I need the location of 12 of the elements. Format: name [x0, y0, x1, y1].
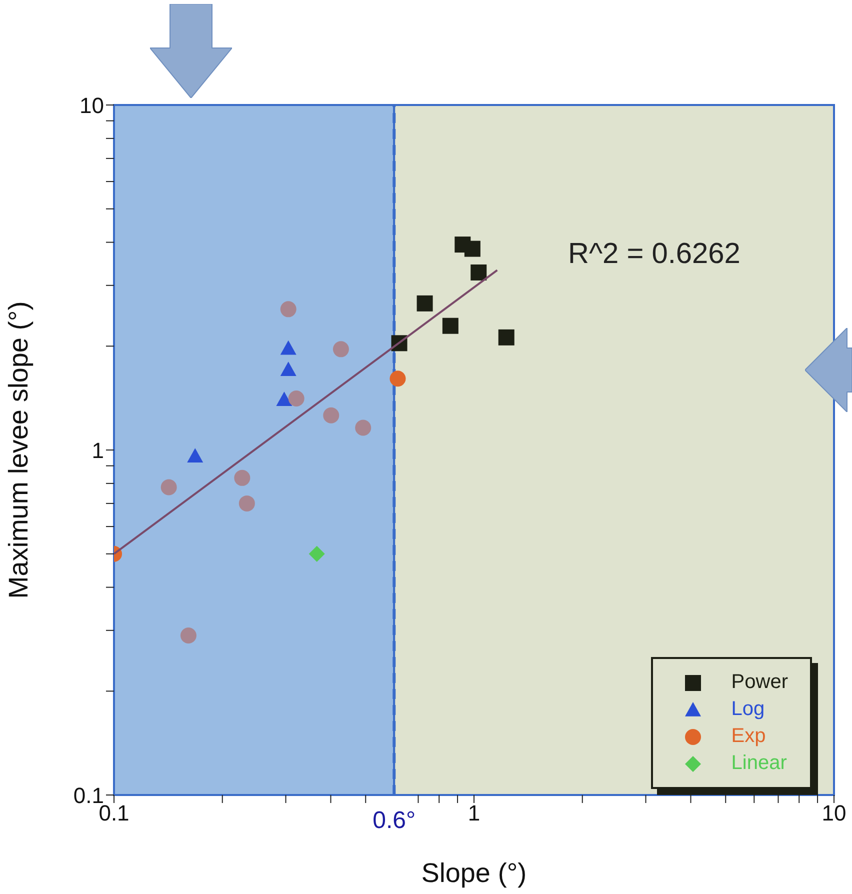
y-tick-label: 1 — [92, 438, 104, 463]
x-axis-title: Slope (°) — [421, 858, 527, 888]
y-tick-label: 10 — [80, 92, 104, 118]
annotation: R^2 = 0.6262 — [568, 238, 740, 271]
x-tick-label: 10 — [822, 800, 846, 826]
legend-label: Power — [731, 671, 788, 694]
legend-label: Linear — [731, 752, 787, 775]
ref-line-label: 0.6° — [372, 807, 416, 834]
legend-label: Exp — [731, 725, 766, 748]
x-tick-label: 1 — [468, 800, 480, 826]
legend-label: Log — [731, 698, 765, 721]
y-axis-title: Maximum levee slope (°) — [4, 301, 34, 599]
